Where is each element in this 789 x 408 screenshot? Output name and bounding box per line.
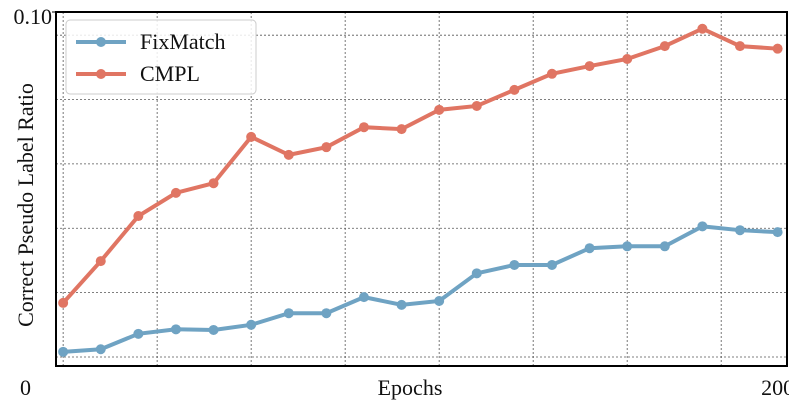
point (358, 122, 369, 133)
y-axis-label: Correct Pseudo Label Ratio (13, 83, 38, 327)
point (509, 259, 520, 270)
x-axis-label: Epochs (378, 375, 443, 400)
point (396, 299, 407, 310)
point (434, 104, 445, 115)
point (697, 221, 708, 232)
legend-marker (96, 69, 106, 79)
point (170, 324, 181, 335)
point (659, 41, 670, 52)
point (396, 124, 407, 135)
point (546, 68, 557, 79)
point (434, 295, 445, 306)
point (734, 41, 745, 52)
point (95, 344, 106, 355)
point (546, 259, 557, 270)
point (659, 241, 670, 252)
point (509, 84, 520, 95)
point (734, 225, 745, 236)
point (622, 53, 633, 64)
point (58, 346, 69, 357)
point (95, 256, 106, 267)
plot-frame (55, 11, 788, 367)
point (208, 324, 219, 335)
legend-label: FixMatch (140, 29, 226, 54)
point (283, 149, 294, 160)
x-tick-label: 200 (761, 375, 789, 400)
point (358, 292, 369, 303)
point (246, 131, 257, 142)
point (471, 100, 482, 111)
point (697, 23, 708, 34)
point (772, 43, 783, 54)
legend-marker (96, 37, 106, 47)
point (321, 142, 332, 153)
series-line (63, 224, 778, 354)
point (208, 178, 219, 189)
point (283, 308, 294, 319)
y-tick-label: 0.10 (14, 4, 53, 29)
point (321, 308, 332, 319)
legend-label: CMPL (140, 61, 200, 86)
point (58, 297, 69, 308)
point (133, 211, 144, 222)
point (246, 319, 257, 330)
point (772, 227, 783, 238)
point (170, 187, 181, 198)
point (133, 328, 144, 339)
point (584, 61, 595, 72)
series-line (61, 26, 778, 305)
point (622, 241, 633, 252)
point (584, 243, 595, 254)
x-tick-label: 0 (20, 375, 31, 400)
point (471, 268, 482, 279)
